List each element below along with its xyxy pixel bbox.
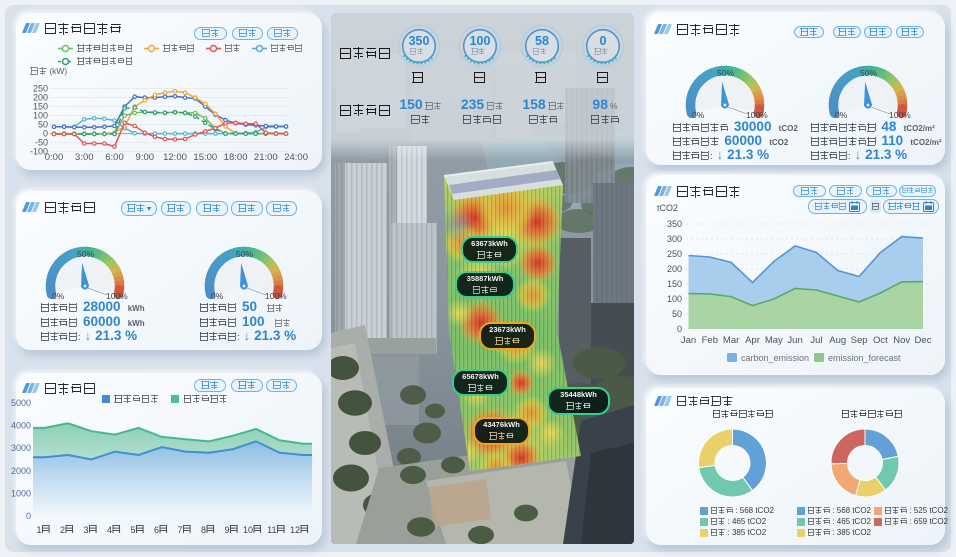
svg-text:150: 150 — [33, 102, 48, 112]
svg-text:-100: -100 — [30, 147, 48, 157]
svg-text:Sep: Sep — [851, 335, 868, 346]
svg-text:12:00: 12:00 — [163, 152, 187, 163]
svg-text:24:00: 24:00 — [284, 152, 308, 163]
svg-text:9: 9 — [224, 525, 229, 535]
svg-text:50%: 50% — [717, 68, 734, 78]
svg-text:Feb: Feb — [702, 335, 718, 346]
svg-text:11: 11 — [267, 525, 276, 535]
svg-text:Jan: Jan — [681, 335, 696, 346]
svg-text:Aug: Aug — [829, 335, 846, 346]
svg-text:Oct: Oct — [873, 335, 888, 346]
svg-text:100%: 100% — [106, 291, 128, 301]
svg-text:emission_forecast: emission_forecast — [828, 353, 901, 363]
svg-text:0%: 0% — [211, 291, 224, 301]
svg-text:100%: 100% — [889, 110, 911, 120]
svg-text:4: 4 — [107, 525, 112, 535]
svg-text:50%: 50% — [77, 249, 94, 259]
svg-text:5000: 5000 — [11, 398, 31, 408]
svg-text:100%: 100% — [746, 110, 768, 120]
svg-text:3000: 3000 — [11, 443, 31, 453]
svg-text:Nov: Nov — [893, 335, 910, 346]
svg-text:3: 3 — [83, 525, 88, 535]
svg-text:0:00: 0:00 — [45, 152, 64, 163]
svg-text:1000: 1000 — [11, 488, 31, 498]
svg-text:Dec: Dec — [915, 335, 932, 346]
svg-text:100: 100 — [470, 34, 491, 48]
svg-text:0%: 0% — [52, 291, 65, 301]
svg-text:250: 250 — [33, 84, 48, 94]
svg-text:3:00: 3:00 — [75, 152, 94, 163]
svg-text:6:00: 6:00 — [105, 152, 124, 163]
svg-text:200: 200 — [33, 93, 48, 103]
svg-text:300: 300 — [667, 234, 682, 244]
svg-text:15:00: 15:00 — [193, 152, 217, 163]
svg-text:350: 350 — [408, 34, 429, 48]
svg-text:7: 7 — [177, 525, 182, 535]
svg-text:100%: 100% — [265, 291, 287, 301]
svg-text:21:00: 21:00 — [254, 152, 278, 163]
svg-text:50%: 50% — [860, 68, 877, 78]
svg-text:350: 350 — [667, 219, 682, 229]
svg-text:150: 150 — [667, 279, 682, 289]
svg-text:0: 0 — [677, 324, 682, 334]
svg-text:0%: 0% — [692, 110, 705, 120]
svg-text:6: 6 — [154, 525, 159, 535]
svg-text:4000: 4000 — [11, 421, 31, 431]
svg-text:50: 50 — [672, 309, 682, 319]
svg-text:12: 12 — [290, 525, 300, 535]
svg-text:0: 0 — [26, 511, 31, 521]
svg-text:10: 10 — [243, 525, 253, 535]
svg-text:Mar: Mar — [723, 335, 739, 346]
svg-text:18:00: 18:00 — [224, 152, 248, 163]
svg-text:5: 5 — [130, 525, 135, 535]
svg-text:Jun: Jun — [787, 335, 802, 346]
svg-text:0: 0 — [43, 129, 48, 139]
svg-text:9:00: 9:00 — [136, 152, 155, 163]
svg-text:50: 50 — [38, 120, 48, 130]
svg-text:58: 58 — [535, 34, 549, 48]
svg-text:-50: -50 — [35, 138, 48, 148]
svg-text:100: 100 — [33, 111, 48, 121]
svg-text:carbon_emission: carbon_emission — [741, 353, 809, 363]
svg-text:8: 8 — [201, 525, 206, 535]
svg-text:2: 2 — [60, 525, 65, 535]
svg-text:200: 200 — [667, 264, 682, 274]
svg-text:0%: 0% — [835, 110, 848, 120]
svg-text:1: 1 — [36, 525, 41, 535]
svg-text:May: May — [765, 335, 783, 346]
svg-text:250: 250 — [667, 249, 682, 259]
svg-text:2000: 2000 — [11, 466, 31, 476]
svg-text:50%: 50% — [236, 249, 253, 259]
svg-text:Jul: Jul — [810, 335, 822, 346]
svg-text:0: 0 — [600, 34, 607, 48]
svg-text:100: 100 — [667, 294, 682, 304]
svg-text:Apr: Apr — [745, 335, 760, 346]
